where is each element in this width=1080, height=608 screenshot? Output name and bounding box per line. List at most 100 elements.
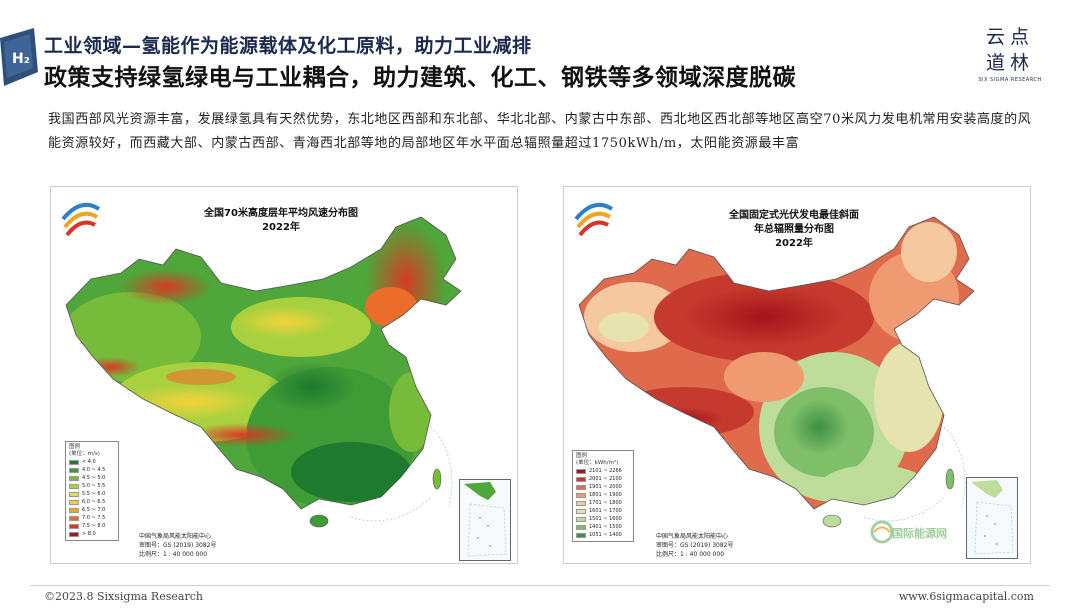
wind-legend-label: 6.5 ~ 7.0 (82, 507, 106, 513)
watermark-text: 国际能源网 (892, 527, 947, 540)
header-title: 工业领域—氢能作为能源载体及化工原料，助力工业减排 (44, 35, 532, 57)
wind-legend-item: 6.5 ~ 7.0 (69, 506, 115, 514)
wind-legend-swatch (69, 515, 79, 521)
wind-legend-label: 4.5 ~ 5.0 (82, 475, 106, 481)
footer-copyright: ©2023.8 Sixsigma Research (44, 590, 203, 603)
wind-legend-swatch (69, 467, 79, 473)
footer-website-link[interactable]: www.6sigmacapital.com (898, 590, 1034, 603)
solar-credit-line3: 比例尺：1 : 40 000 000 (656, 551, 725, 558)
wind-legend-label: 5.5 ~ 6.0 (82, 491, 106, 497)
wind-legend-swatch (69, 507, 79, 513)
wind-legend: 图例 (单位：m/s) < 4.0 4.0 ~ 4.5 4.5 ~ 5.0 5.0 ~… (65, 441, 119, 541)
wind-credit: 中国气象局风能太阳能中心 审图号：GS (2019) 3082号 比例尺：1 :… (139, 532, 217, 559)
solar-legend-swatch (576, 468, 586, 474)
solar-map-title-line3: 2022年 (775, 238, 813, 249)
brand-logo: 云点 道林 SIX SIGMA RESEARCH (978, 24, 1042, 83)
cma-logo-icon (61, 202, 101, 237)
brand-line-1: 云点 (985, 26, 1034, 48)
wind-map-title-line1: 全国70米高度层年平均风速分布图 (204, 208, 358, 219)
solar-legend-swatch (576, 484, 586, 490)
wind-legend-label: > 8.0 (82, 531, 96, 537)
wind-legend-label: 7.5 ~ 8.0 (82, 523, 106, 529)
wind-legend-label: 4.0 ~ 4.5 (82, 467, 106, 473)
solar-map-graphic (574, 202, 975, 544)
wind-legend-label: < 4.0 (82, 459, 96, 465)
solar-map-title-line1: 全国固定式光伏发电最佳斜面 (729, 210, 859, 221)
solar-legend-unit: (单位：kWh/m²) (576, 460, 619, 466)
solar-legend-label: 2001 ~ 2100 (589, 476, 622, 482)
header-subtitle: 政策支持绿氢绿电与工业耦合，助力建筑、化工、钢铁等多领域深度脱碳 (44, 65, 796, 91)
wind-credit-line3: 比例尺：1 : 40 000 000 (139, 551, 208, 558)
solar-legend-swatch (576, 476, 586, 482)
solar-legend-swatch (576, 508, 586, 514)
wind-map-graphic (61, 202, 462, 528)
wind-legend-item: > 8.0 (69, 530, 115, 538)
solar-legend-item: 1601 ~ 1700 (576, 507, 630, 515)
wind-legend-swatch (69, 483, 79, 489)
wind-legend-item: 7.0 ~ 7.5 (69, 514, 115, 522)
solar-legend-swatch (576, 524, 586, 530)
solar-map-title-line2: 年总辐照量分布图 (754, 224, 834, 235)
h2-badge-icon: H₂ (0, 28, 40, 86)
solar-legend-item: 1801 ~ 1900 (576, 491, 630, 499)
solar-legend-item: 1501 ~ 1600 (576, 515, 630, 523)
brand-line-2: 道林 (985, 52, 1034, 74)
south-china-sea-inset (459, 479, 511, 561)
solar-map-title: 全国固定式光伏发电最佳斜面 年总辐照量分布图 2022年 (694, 209, 894, 251)
solar-legend: 图例 (单位：kWh/m²) 2101 ~ 2266 2001 ~ 2100 190… (572, 450, 634, 542)
wind-map-title: 全国70米高度层年平均风速分布图 2022年 (191, 207, 371, 235)
solar-legend-item: 1901 ~ 2000 (576, 483, 630, 491)
wind-map-title-line2: 2022年 (262, 222, 300, 233)
wind-legend-item: 7.5 ~ 8.0 (69, 522, 115, 530)
wind-credit-line2: 审图号：GS (2019) 3082号 (139, 542, 217, 549)
solar-legend-swatch (576, 516, 586, 522)
wind-legend-label: 5.0 ~ 5.5 (82, 483, 106, 489)
footer-divider (30, 585, 1050, 586)
brand-small-text: SIX SIGMA RESEARCH (978, 77, 1042, 83)
solar-legend-item: 1051 ~ 1400 (576, 531, 630, 539)
wind-legend-swatch (69, 459, 79, 465)
solar-legend-label: 1901 ~ 2000 (589, 484, 622, 490)
solar-legend-label: 1801 ~ 1900 (589, 492, 622, 498)
wind-legend-item: 5.5 ~ 6.0 (69, 490, 115, 498)
solar-legend-label: 1401 ~ 1500 (589, 524, 622, 530)
solar-legend-item: 1701 ~ 1800 (576, 499, 630, 507)
wind-legend-swatch (69, 499, 79, 505)
solar-irradiation-map: 全国固定式光伏发电最佳斜面 年总辐照量分布图 2022年 图例 (单位：kWh/… (563, 186, 1031, 564)
south-china-sea-inset (966, 477, 1018, 559)
solar-legend-swatch (576, 492, 586, 498)
solar-legend-swatch (576, 500, 586, 506)
wind-legend-swatch (69, 531, 79, 537)
solar-legend-item: 2101 ~ 2266 (576, 467, 630, 475)
wind-credit-line1: 中国气象局风能太阳能中心 (139, 533, 212, 540)
wind-legend-item: < 4.0 (69, 458, 115, 466)
wind-legend-head: 图例 (69, 444, 81, 450)
body-paragraph: 我国西部风光资源丰富，发展绿氢具有天然优势，东北地区西部和东北部、华北北部、内蒙… (48, 112, 1032, 151)
watermark-logo-icon (870, 520, 894, 544)
wind-legend-item: 5.0 ~ 5.5 (69, 482, 115, 490)
solar-legend-swatch (576, 532, 586, 538)
wind-legend-swatch (69, 491, 79, 497)
solar-legend-label: 1501 ~ 1600 (589, 516, 622, 522)
solar-legend-label: 1051 ~ 1400 (589, 532, 622, 538)
wind-speed-map: 全国70米高度层年平均风速分布图 2022年 图例 (单位：m/s) < 4.0… (50, 186, 518, 564)
wind-legend-unit: (单位：m/s) (69, 451, 100, 457)
wind-legend-label: 6.0 ~ 6.5 (82, 499, 106, 505)
wind-legend-label: 7.0 ~ 7.5 (82, 515, 106, 521)
wind-legend-swatch (69, 475, 79, 481)
solar-credit-line2: 审图号：GS (2019) 3082号 (656, 542, 734, 549)
wind-legend-item: 4.5 ~ 5.0 (69, 474, 115, 482)
solar-credit-line1: 中国气象局风能太阳能中心 (656, 533, 729, 540)
solar-legend-label: 1601 ~ 1700 (589, 508, 622, 514)
wind-legend-swatch (69, 523, 79, 529)
wind-legend-item: 4.0 ~ 4.5 (69, 466, 115, 474)
solar-legend-head: 图例 (576, 453, 588, 459)
solar-legend-label: 1701 ~ 1800 (589, 500, 622, 506)
badge-text: H₂ (12, 51, 30, 67)
solar-credit: 中国气象局风能太阳能中心 审图号：GS (2019) 3082号 比例尺：1 :… (656, 532, 734, 559)
solar-legend-label: 2101 ~ 2266 (589, 468, 622, 474)
solar-legend-item: 2001 ~ 2100 (576, 475, 630, 483)
wind-legend-item: 6.0 ~ 6.5 (69, 498, 115, 506)
cma-logo-icon (574, 202, 614, 237)
solar-legend-item: 1401 ~ 1500 (576, 523, 630, 531)
